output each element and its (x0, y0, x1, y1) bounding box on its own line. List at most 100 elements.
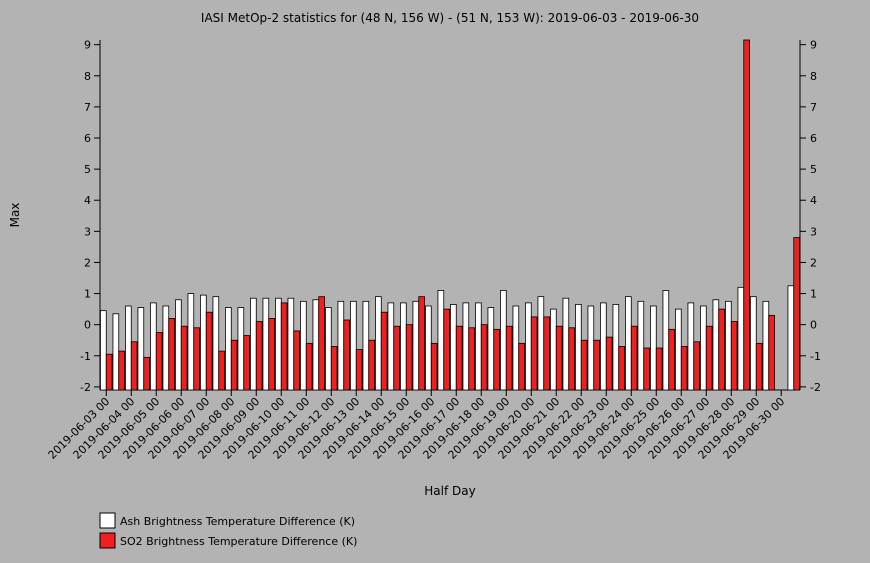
bar (325, 307, 332, 391)
bar (418, 296, 425, 391)
bar (543, 316, 550, 391)
bar (693, 341, 700, 391)
bar (130, 341, 138, 391)
bar (443, 308, 450, 391)
bar (300, 300, 307, 391)
bar (550, 308, 557, 391)
bar (643, 347, 650, 391)
y2-tick-label: 0 (810, 319, 817, 332)
bar (355, 349, 363, 391)
bar (712, 299, 720, 391)
bar (250, 297, 257, 391)
bar (425, 305, 432, 391)
y2-tick-label: 1 (810, 288, 817, 301)
bar (155, 332, 163, 391)
y-tick-label: -1 (80, 350, 91, 363)
bar (450, 304, 457, 391)
bar (650, 305, 657, 391)
y-tick-label: 9 (84, 39, 91, 52)
y2-tick-label: 4 (810, 194, 817, 207)
bar (530, 316, 538, 391)
y2-tick-label: -2 (810, 381, 821, 394)
x-axis-label: Half Day (424, 484, 475, 498)
bar (768, 314, 775, 391)
bar (675, 308, 682, 391)
bar (405, 324, 413, 391)
bar (243, 335, 250, 391)
bar (475, 302, 482, 391)
bar (230, 339, 238, 391)
bar (362, 300, 370, 391)
bar (587, 305, 595, 391)
bar (280, 302, 288, 391)
bar (312, 299, 320, 391)
bar (755, 342, 763, 391)
bar (437, 290, 445, 391)
y-tick-label: -2 (80, 381, 91, 394)
bar (662, 290, 670, 391)
bar (143, 356, 150, 391)
bar (668, 328, 675, 391)
y-tick-label: 4 (84, 194, 91, 207)
y-tick-label: 1 (84, 288, 91, 301)
bar (630, 325, 638, 391)
bar (575, 304, 582, 391)
bar (150, 302, 157, 391)
chart-title: IASI MetOp-2 statistics for (48 N, 156 W… (201, 11, 699, 25)
bar (700, 305, 707, 391)
bar (593, 339, 600, 391)
y-tick-label: 6 (84, 132, 91, 145)
bar (605, 336, 613, 391)
y-tick-label: 3 (84, 225, 91, 238)
y2-tick-label: 7 (810, 101, 817, 114)
bar (705, 325, 713, 391)
bar (500, 290, 507, 391)
bar (180, 325, 188, 391)
bar (112, 313, 120, 391)
bar (525, 302, 532, 391)
bar (262, 297, 270, 391)
y-tick-label: 5 (84, 163, 91, 176)
bar (618, 346, 625, 391)
bar (387, 302, 395, 391)
bar (725, 300, 732, 391)
bar (275, 297, 282, 391)
bar (337, 300, 345, 391)
bar (600, 302, 607, 391)
legend-label: Ash Brightness Temperature Difference (K… (120, 515, 355, 528)
bar (187, 293, 195, 391)
bar (175, 299, 182, 391)
bar (193, 327, 200, 391)
bar (343, 319, 350, 391)
y-tick-label: 8 (84, 70, 91, 83)
y2-tick-label: 3 (810, 225, 817, 238)
bar (168, 318, 175, 391)
bar (225, 307, 232, 391)
bar (350, 300, 357, 391)
bar (105, 353, 113, 391)
bar (293, 330, 300, 391)
bar (125, 305, 132, 391)
y-tick-label: 2 (84, 256, 91, 269)
bar (268, 318, 275, 391)
bar (612, 304, 620, 391)
bar (505, 325, 513, 391)
bar (430, 342, 438, 391)
bar (200, 294, 207, 391)
y-tick-label: 7 (84, 101, 91, 114)
y-tick-label: 0 (84, 319, 91, 332)
y2-tick-label: 8 (810, 70, 817, 83)
bar (562, 297, 570, 391)
bar (655, 347, 663, 391)
bar (255, 321, 263, 391)
bar (287, 297, 295, 391)
bar (212, 296, 220, 391)
bar (137, 307, 145, 391)
bar (762, 300, 770, 391)
bar (375, 296, 382, 391)
bar (368, 339, 375, 391)
bar (637, 300, 645, 391)
bar (555, 325, 563, 391)
bar (480, 324, 488, 391)
